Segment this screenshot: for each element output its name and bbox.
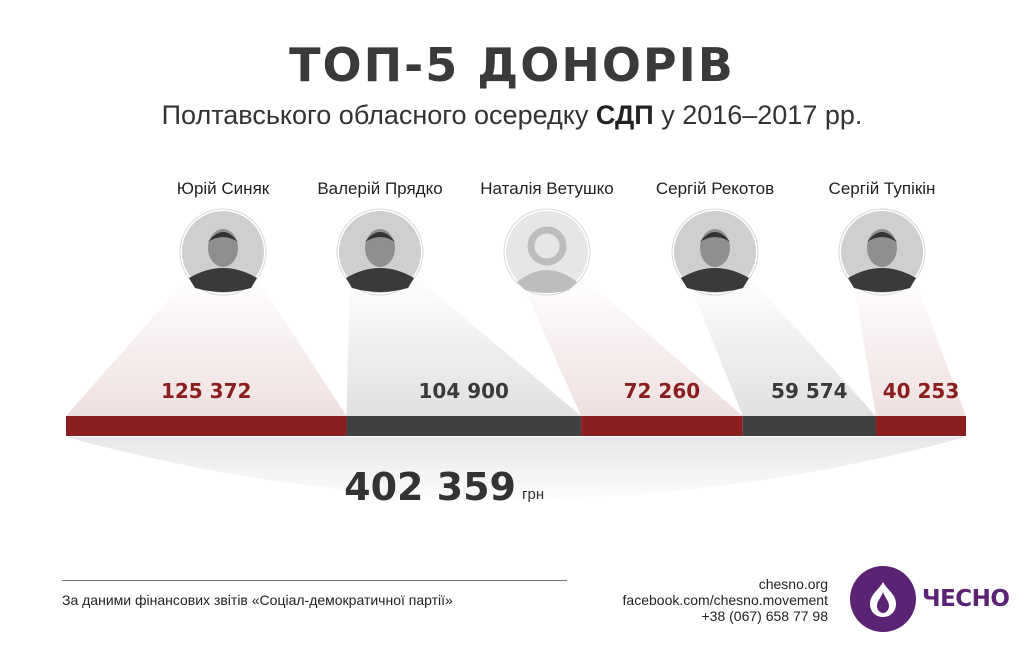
chesno-logo-icon — [850, 566, 916, 632]
photo-hair — [365, 232, 395, 242]
total-unit: грн — [522, 486, 544, 503]
photo-face — [365, 229, 395, 267]
contact-website[interactable]: chesno.org — [758, 576, 828, 592]
chart-subtitle: Полтавського обласного осередку СДП у 20… — [0, 100, 1024, 131]
donor-cone — [517, 272, 743, 416]
donor-value-label: 40 253 — [883, 379, 960, 403]
donor-name: Сергій Рекотов — [656, 179, 774, 198]
photo-hair — [867, 232, 897, 242]
chart-cones — [66, 272, 966, 416]
donor-photo — [671, 208, 759, 296]
donor-value-label: 72 260 — [624, 379, 701, 403]
data-source: За даними фінансових звітів «Соціал-демо… — [62, 592, 453, 608]
donor-bar-segment — [581, 416, 743, 436]
donor-bar-segment — [66, 416, 347, 436]
total-value: 402 359 — [344, 465, 516, 509]
placeholder-body — [517, 270, 577, 293]
placeholder-head — [527, 226, 567, 266]
photo-hair — [700, 232, 730, 242]
donor-name: Сергій Тупікін — [829, 179, 936, 198]
subtitle-prefix: Полтавського обласного осередку — [161, 100, 596, 130]
donors-chart: 125 372 Юрій Синяк 104 900 Валерій Прядко 72… — [66, 179, 966, 509]
avatar-placeholder-icon — [503, 208, 591, 296]
donor-cone — [685, 272, 876, 416]
donor-bar-segment — [742, 416, 876, 436]
subtitle-party: СДП — [595, 100, 654, 130]
photo-hair — [208, 232, 238, 242]
photo-shoulders — [681, 268, 749, 292]
donor-photo — [838, 208, 926, 296]
donor-value-label: 125 372 — [161, 379, 251, 403]
contact-phone: +38 (067) 658 77 98 — [701, 608, 829, 624]
photo-shoulders — [848, 268, 916, 292]
donor-photo — [179, 208, 267, 296]
chart-bars — [66, 416, 966, 436]
chart-labels: 125 372 Юрій Синяк 104 900 Валерій Прядко 72… — [161, 179, 959, 403]
photo-face — [867, 229, 897, 267]
donor-value-label: 104 900 — [419, 379, 509, 403]
logo-text: ЧЕСНО — [922, 586, 1010, 612]
donor-name: Валерій Прядко — [317, 179, 442, 198]
total-arc — [66, 437, 966, 499]
donor-bar-segment — [346, 416, 582, 436]
photo-face — [700, 229, 730, 267]
donor-photo — [336, 208, 424, 296]
photo-shoulders — [189, 268, 257, 292]
chart-title: ТОП-5 ДОНОРІВ — [289, 38, 735, 92]
donor-value-label: 59 574 — [771, 379, 848, 403]
contact-info: chesno.org facebook.com/chesno.movement … — [623, 576, 828, 624]
photo-bg — [506, 211, 588, 293]
footer-divider — [62, 580, 567, 581]
donor-bar-segment — [875, 416, 966, 436]
photo-shoulders — [346, 268, 414, 292]
subtitle-suffix: у 2016–2017 рр. — [653, 100, 863, 130]
donor-cone — [346, 272, 582, 416]
donor-cone — [852, 272, 966, 416]
photo-face — [208, 229, 238, 267]
donor-name: Наталія Ветушко — [480, 179, 613, 198]
donor-name: Юрій Синяк — [177, 179, 270, 198]
chart-photos — [179, 208, 926, 296]
contact-facebook[interactable]: facebook.com/chesno.movement — [622, 592, 828, 608]
donor-cone — [66, 272, 347, 416]
